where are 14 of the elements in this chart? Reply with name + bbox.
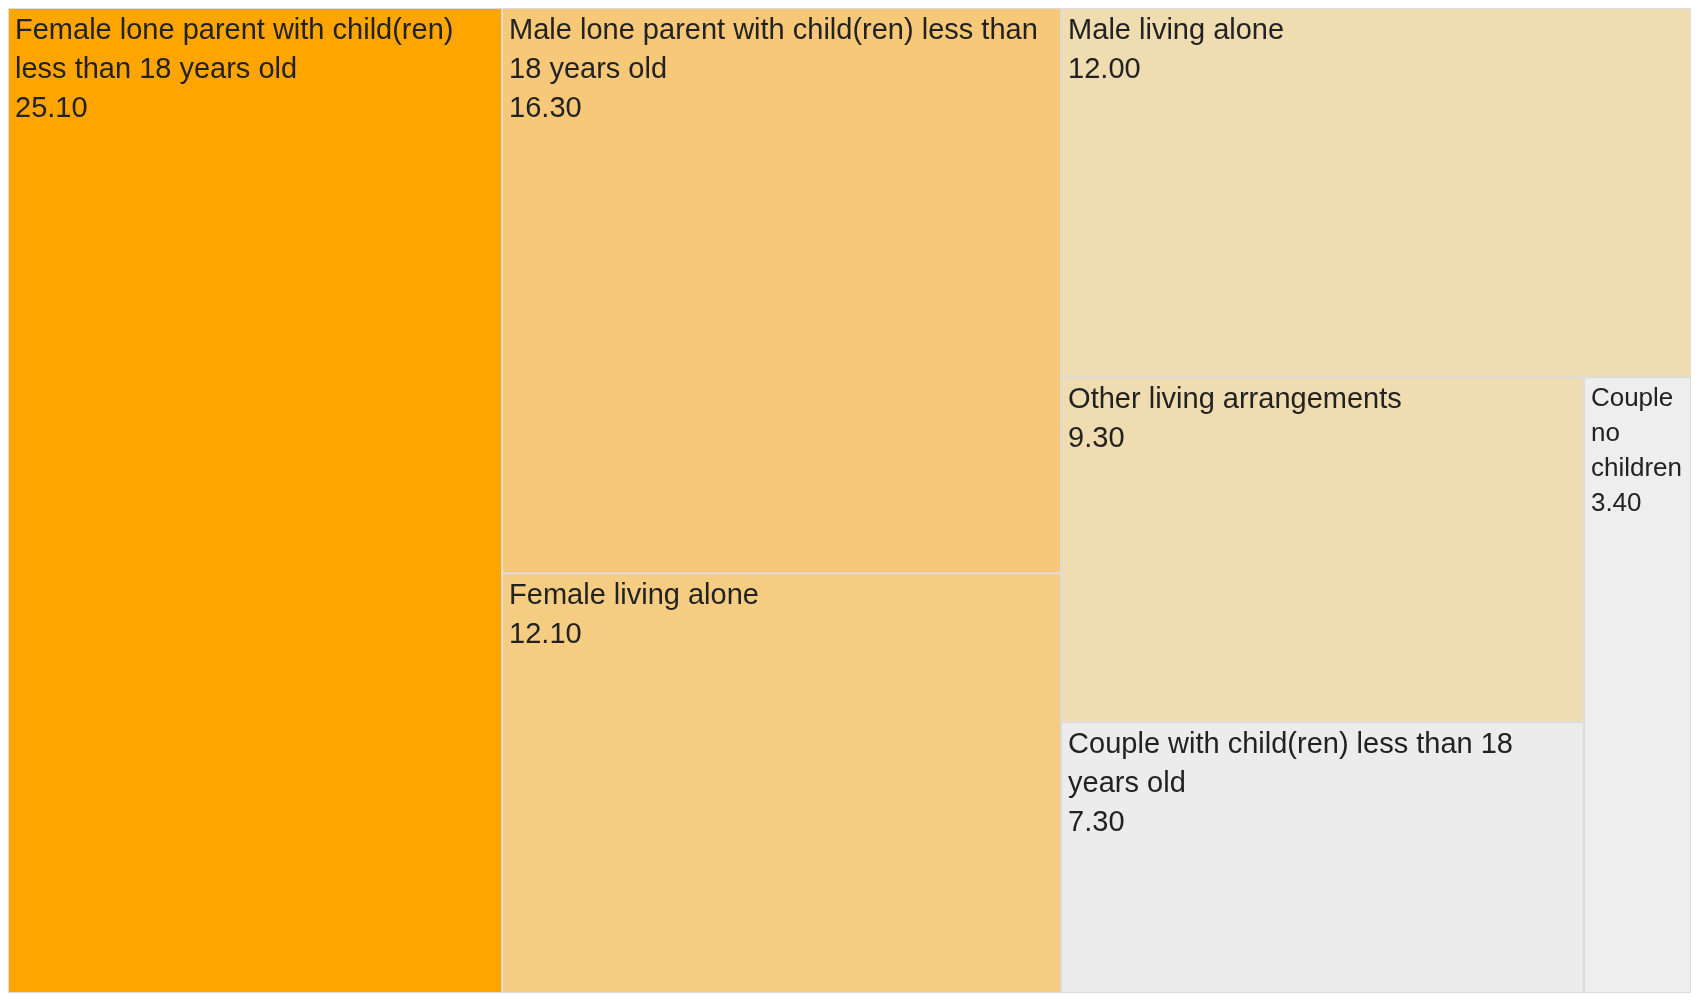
data-label: 25.10 bbox=[15, 90, 88, 123]
category-label: Couple with child(ren) less than 18 years old bbox=[1068, 726, 1514, 798]
category-label: Other living arrangements bbox=[1068, 381, 1402, 414]
category-label: Female living alone bbox=[509, 577, 759, 610]
data-label: 7.30 bbox=[1068, 805, 1125, 838]
data-label: 12.00 bbox=[1068, 51, 1141, 84]
category-label: Male lone parent with child(ren) less than 18 years old bbox=[509, 12, 1038, 84]
data-label: 9.30 bbox=[1068, 421, 1125, 454]
category-label: Female lone parent with child(ren) less than 18 years old bbox=[15, 12, 454, 84]
category-label: Couple no children bbox=[1590, 381, 1682, 482]
data-label: 3.40 bbox=[1590, 486, 1642, 517]
data-label: 16.30 bbox=[509, 90, 582, 123]
data-label: 12.10 bbox=[509, 616, 582, 649]
category-label: Male living alone bbox=[1068, 12, 1285, 45]
